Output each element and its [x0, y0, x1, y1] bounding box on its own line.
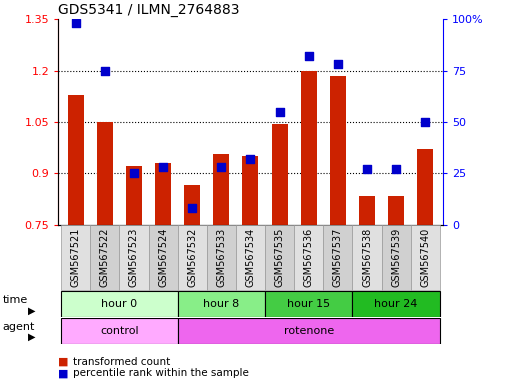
FancyBboxPatch shape [148, 225, 177, 290]
Point [333, 61, 341, 68]
Point [72, 20, 80, 26]
Text: ■: ■ [58, 368, 69, 378]
Text: time: time [3, 295, 28, 305]
FancyBboxPatch shape [207, 225, 235, 290]
Point [304, 53, 312, 59]
Bar [96, 122, 113, 225]
FancyBboxPatch shape [265, 225, 293, 290]
Text: control: control [100, 326, 138, 336]
Text: GSM567536: GSM567536 [303, 228, 313, 287]
Text: GSM567532: GSM567532 [187, 228, 197, 287]
Point [100, 68, 109, 74]
Text: GSM567540: GSM567540 [420, 228, 429, 287]
Bar [271, 124, 287, 225]
FancyBboxPatch shape [235, 225, 265, 290]
Text: rotenone: rotenone [283, 326, 333, 336]
Text: hour 24: hour 24 [374, 299, 417, 309]
FancyBboxPatch shape [293, 225, 323, 290]
FancyBboxPatch shape [352, 225, 381, 290]
Text: GSM567521: GSM567521 [71, 228, 80, 287]
Text: GSM567539: GSM567539 [390, 228, 400, 287]
Bar [358, 195, 374, 225]
Text: ▶: ▶ [28, 305, 35, 315]
Text: percentile rank within the sample: percentile rank within the sample [73, 368, 249, 378]
FancyBboxPatch shape [410, 225, 439, 290]
Text: GSM567535: GSM567535 [274, 228, 284, 287]
FancyBboxPatch shape [177, 225, 207, 290]
Bar [300, 71, 316, 225]
Bar [387, 195, 403, 225]
Text: GSM567523: GSM567523 [129, 228, 139, 287]
FancyBboxPatch shape [119, 225, 148, 290]
Point [391, 166, 399, 172]
Text: GSM567522: GSM567522 [99, 228, 110, 287]
Point [420, 119, 428, 125]
Point [246, 156, 254, 162]
Bar [265, 291, 352, 317]
Text: hour 8: hour 8 [203, 299, 239, 309]
Bar [177, 291, 265, 317]
Bar [177, 318, 439, 344]
Text: hour 0: hour 0 [101, 299, 137, 309]
Text: GSM567524: GSM567524 [158, 228, 168, 287]
Text: GSM567533: GSM567533 [216, 228, 226, 287]
FancyBboxPatch shape [61, 225, 90, 290]
Text: ■: ■ [58, 357, 69, 367]
Point [188, 205, 196, 211]
Text: GSM567534: GSM567534 [245, 228, 255, 287]
Bar [126, 166, 142, 225]
Point [130, 170, 138, 176]
Point [159, 164, 167, 170]
Bar [155, 163, 171, 225]
FancyBboxPatch shape [381, 225, 410, 290]
Text: GSM567538: GSM567538 [361, 228, 371, 287]
Text: transformed count: transformed count [73, 357, 170, 367]
Bar [184, 185, 200, 225]
Text: GSM567537: GSM567537 [332, 228, 342, 287]
Bar [61, 318, 177, 344]
Point [275, 109, 283, 115]
Bar [213, 154, 229, 225]
Bar [352, 291, 439, 317]
Point [217, 164, 225, 170]
Bar [242, 156, 258, 225]
FancyBboxPatch shape [323, 225, 352, 290]
Text: GDS5341 / ILMN_2764883: GDS5341 / ILMN_2764883 [58, 3, 239, 17]
Bar [417, 149, 432, 225]
FancyBboxPatch shape [90, 225, 119, 290]
Text: ▶: ▶ [28, 332, 35, 342]
Bar [61, 291, 177, 317]
Point [362, 166, 370, 172]
Bar [329, 76, 345, 225]
Bar [68, 94, 83, 225]
Text: hour 15: hour 15 [287, 299, 330, 309]
Text: agent: agent [3, 322, 35, 332]
